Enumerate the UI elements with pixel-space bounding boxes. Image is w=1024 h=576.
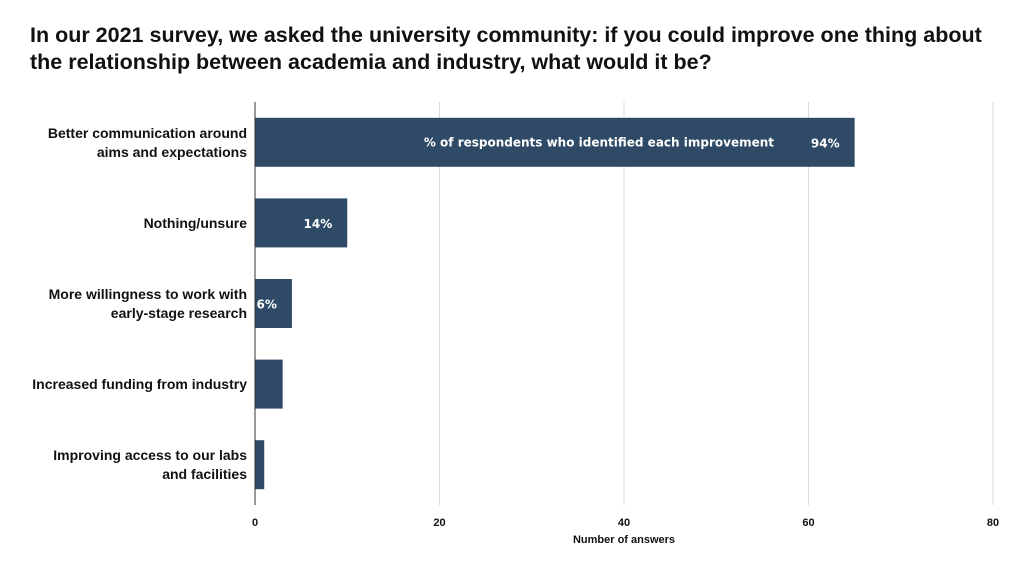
data-label-1: 14% (304, 217, 333, 231)
category-label-2-0: More willingness to work with (49, 286, 247, 302)
category-label-4-0: Improving access to our labs (53, 447, 247, 463)
x-axis-title: Number of answers (573, 534, 675, 546)
x-tick-0: 0 (252, 517, 258, 529)
x-tick-labels: 0 20 40 60 80 (252, 517, 999, 529)
gridlines (439, 102, 994, 505)
chart-title-line-1: In our 2021 survey, we asked the univers… (30, 23, 982, 47)
x-tick-20: 20 (433, 517, 445, 529)
bar-3 (255, 359, 283, 409)
category-label-2-1: early-stage research (111, 305, 247, 321)
data-labels: 94% 14% 6% (257, 136, 840, 311)
chart-title: In our 2021 survey, we asked the univers… (30, 22, 1005, 76)
bar-4 (255, 440, 265, 490)
category-label-0-0: Better communication around (48, 125, 247, 141)
bar-2 (255, 279, 292, 328)
category-label-0-1: aims and expectations (97, 144, 247, 160)
chart-title-line-2: the relationship between academia and in… (30, 50, 712, 74)
x-tick-80: 80 (987, 517, 999, 529)
data-label-2: 6% (257, 298, 277, 312)
category-label-4-1: and facilities (162, 466, 247, 482)
bar-0 (255, 117, 855, 167)
data-label-0: 94% (811, 136, 840, 150)
category-label-1-0: Nothing/unsure (144, 215, 248, 231)
category-labels: Better communication around aims and expe… (32, 125, 247, 482)
bars (255, 117, 855, 490)
category-label-3-0: Increased funding from industry (32, 376, 247, 392)
x-tick-40: 40 (618, 517, 630, 529)
x-tick-60: 60 (802, 517, 814, 529)
bar-1 (255, 198, 348, 248)
series-label: % of respondents who identified each imp… (424, 135, 774, 149)
